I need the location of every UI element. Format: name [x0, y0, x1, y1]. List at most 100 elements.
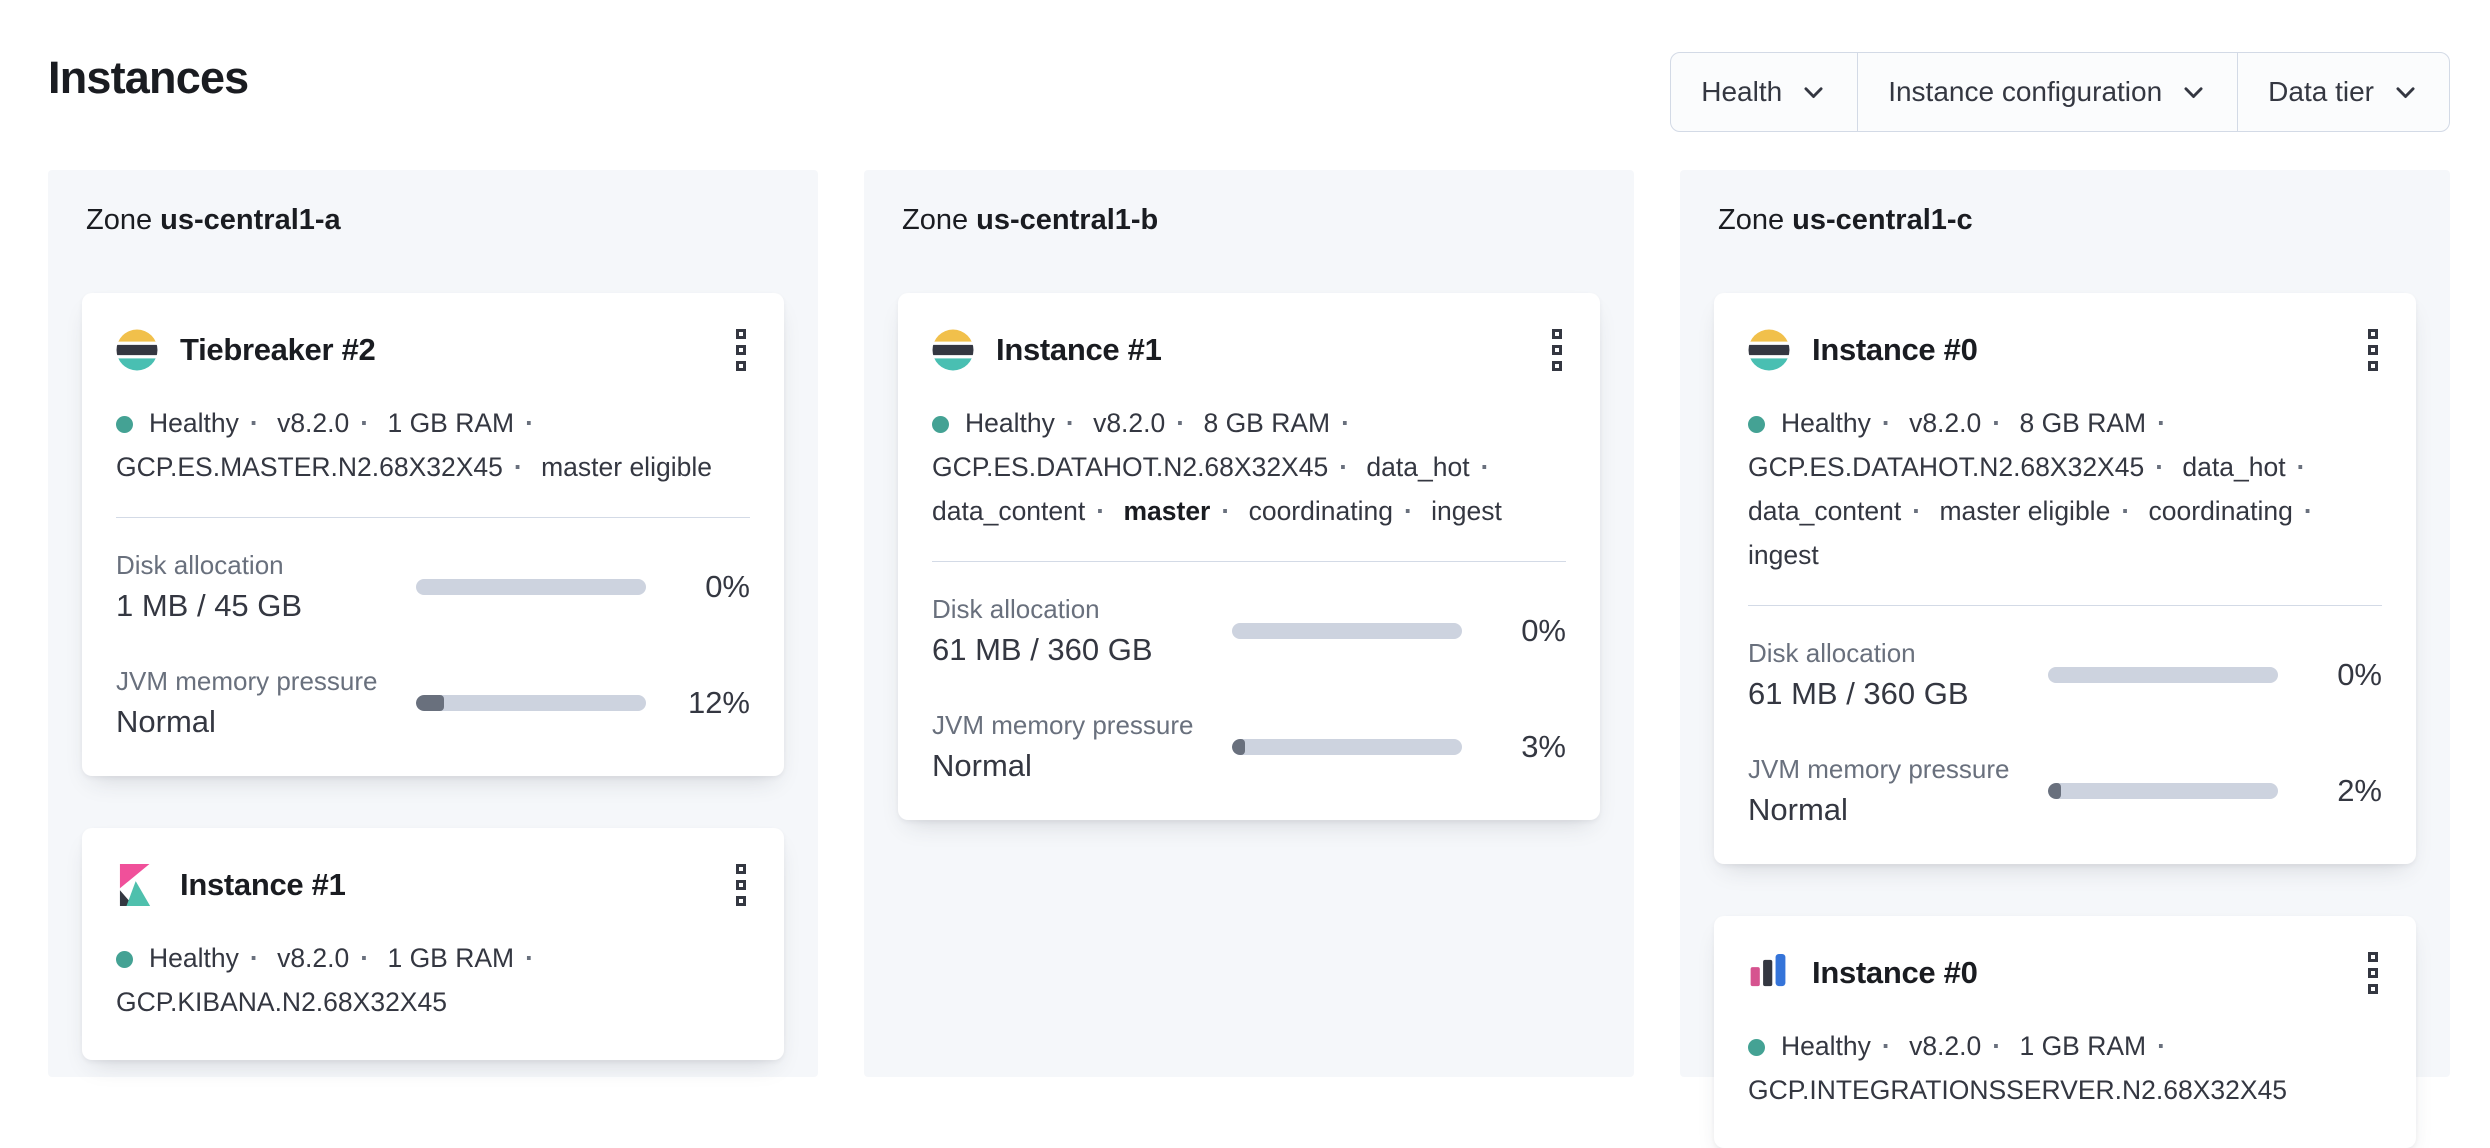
elasticsearch-logo-icon: [1748, 329, 1790, 371]
metric-value: 61 MB / 360 GB: [932, 632, 1153, 667]
filter-button-label: Health: [1701, 76, 1783, 107]
menu-box-dot: [2368, 361, 2378, 371]
status-token-group: master ·: [1123, 496, 1241, 526]
card-title: Instance #0: [1812, 955, 1978, 990]
status-token: v8.2.0: [277, 408, 350, 438]
dot-separator: ·: [2296, 452, 2306, 482]
card-menu-button[interactable]: [1548, 323, 1566, 377]
status-token-group: coordinating ·: [1249, 496, 1424, 526]
filter-button-data-tier[interactable]: Data tier: [2237, 53, 2449, 131]
card-menu-button[interactable]: [2364, 323, 2382, 377]
status-token: Healthy: [149, 943, 239, 973]
dot-separator: ·: [1341, 408, 1350, 438]
metric-percent: 2%: [2337, 773, 2382, 808]
health-dot-icon: [116, 415, 133, 433]
dot-separator: ·: [360, 943, 370, 973]
zone-panel-us-central1-b: Zone us-central1-b Instance #1 Healthy · v8…: [864, 170, 1634, 1077]
card-menu-button[interactable]: [732, 858, 750, 912]
card-menu-button[interactable]: [732, 323, 750, 377]
status-token-group: 8 GB RAM ·: [1203, 408, 1360, 438]
chevron-down-icon: [1800, 79, 1827, 106]
menu-box-dot: [1552, 361, 1562, 371]
metric-text: Disk allocation 61 MB / 360 GB: [932, 594, 1232, 668]
status-token-group: GCP.ES.DATAHOT.N2.68X32X45 ·: [932, 452, 1359, 482]
cards-list: Instance #0 Healthy · v8.2.0 · 8 GB RAM · GC…: [1714, 293, 2416, 1148]
status-token: master eligible: [1939, 496, 2111, 526]
status-token: 8 GB RAM: [2019, 408, 2147, 438]
metric-value: Normal: [932, 748, 1032, 783]
dot-separator: ·: [1881, 408, 1891, 438]
status-token-group: 8 GB RAM ·: [2019, 408, 2176, 438]
chevron-down-icon: [2392, 79, 2419, 106]
dot-separator: ·: [249, 408, 259, 438]
zone-title: Zone us-central1-a: [86, 204, 784, 237]
progress-bar: [2048, 783, 2278, 799]
page-title: Instances: [48, 52, 249, 103]
dot-separator: ·: [2155, 452, 2165, 482]
cards-list: Instance #1 Healthy · v8.2.0 · 8 GB RAM · GC…: [898, 293, 1600, 820]
card-title: Instance #1: [180, 867, 346, 902]
zone-name: us-central1-c: [1792, 204, 1973, 236]
status-token: 8 GB RAM: [1203, 408, 1331, 438]
instance-card: Instance #0 Healthy · v8.2.0 · 8 GB RAM · GC…: [1714, 293, 2416, 864]
status-token: data_hot: [1366, 452, 1470, 482]
boxes-vertical-icon: [2368, 952, 2378, 994]
filter-button-health[interactable]: Health: [1671, 53, 1857, 131]
dot-separator: ·: [2157, 1031, 2166, 1061]
menu-box-dot: [2368, 952, 2378, 962]
boxes-vertical-icon: [2368, 329, 2378, 371]
status-token: master eligible: [541, 452, 712, 482]
metric-text: JVM memory pressure Normal: [116, 666, 416, 740]
status-token: GCP.ES.MASTER.N2.68X32X45: [116, 452, 503, 482]
status-token: ingest: [1748, 540, 1819, 570]
menu-box-dot: [736, 880, 746, 890]
metric-row: Disk allocation 61 MB / 360 GB 0%: [1748, 638, 2382, 712]
metric-row: JVM memory pressure Normal 2%: [1748, 754, 2382, 828]
zone-name: us-central1-b: [976, 204, 1159, 236]
status-token-group: GCP.ES.DATAHOT.N2.68X32X45 ·: [1748, 452, 2175, 482]
metric-row: JVM memory pressure Normal 12%: [116, 666, 750, 740]
status-token: Healthy: [1781, 1031, 1871, 1061]
status-token-group: Healthy ·: [149, 943, 270, 973]
status-token: Healthy: [965, 408, 1055, 438]
dot-separator: ·: [513, 452, 523, 482]
menu-box-dot: [2368, 329, 2378, 339]
card-menu-button[interactable]: [2364, 946, 2382, 1000]
status-token-group: master eligible: [541, 452, 712, 482]
metric-text: Disk allocation 61 MB / 360 GB: [1748, 638, 2048, 712]
status-token: GCP.KIBANA.N2.68X32X45: [116, 987, 447, 1017]
dot-separator: ·: [1221, 496, 1231, 526]
status-token: coordinating: [2148, 496, 2293, 526]
filter-button-instance-configuration[interactable]: Instance configuration: [1857, 53, 2237, 131]
zone-label: Zone: [1718, 204, 1785, 236]
zone-panel-us-central1-a: Zone us-central1-a Tiebreaker #2 Healthy · …: [48, 170, 818, 1077]
status-line: Healthy · v8.2.0 · 8 GB RAM · GCP.ES.DATAHO…: [932, 401, 1566, 533]
health-dot-icon: [116, 950, 133, 968]
dot-separator: ·: [2121, 496, 2131, 526]
cards-list: Tiebreaker #2 Healthy · v8.2.0 · 1 GB RAM · …: [82, 293, 784, 1060]
menu-box-dot: [736, 896, 746, 906]
health-dot-icon: [1748, 1038, 1765, 1056]
metric-percent: 3%: [1521, 729, 1566, 764]
status-token-group: Healthy ·: [1781, 1031, 1902, 1061]
status-token-group: data_hot ·: [2182, 452, 2316, 482]
dot-separator: ·: [1339, 452, 1349, 482]
status-token-group: GCP.KIBANA.N2.68X32X45: [116, 987, 447, 1017]
health-dot-icon: [932, 415, 949, 433]
card-header: Instance #1: [932, 323, 1566, 377]
status-token: data_hot: [2182, 452, 2286, 482]
menu-box-dot: [1552, 329, 1562, 339]
boxes-vertical-icon: [736, 329, 746, 371]
status-line: Healthy · v8.2.0 · 8 GB RAM · GCP.ES.DATAHO…: [1748, 401, 2382, 577]
status-token-group: ingest: [1431, 496, 1502, 526]
menu-box-dot: [2368, 345, 2378, 355]
status-token: GCP.INTEGRATIONSSERVER.N2.68X32X45: [1748, 1075, 2288, 1105]
status-token-group: ingest: [1748, 540, 1819, 570]
metric-label: JVM memory pressure: [932, 710, 1194, 740]
divider: [1748, 605, 2382, 606]
status-token: coordinating: [1248, 496, 1393, 526]
card-header: Instance #0: [1748, 323, 2382, 377]
metric-label: Disk allocation: [116, 550, 284, 580]
zone-name: us-central1-a: [160, 204, 341, 236]
zone-label: Zone: [86, 204, 153, 236]
